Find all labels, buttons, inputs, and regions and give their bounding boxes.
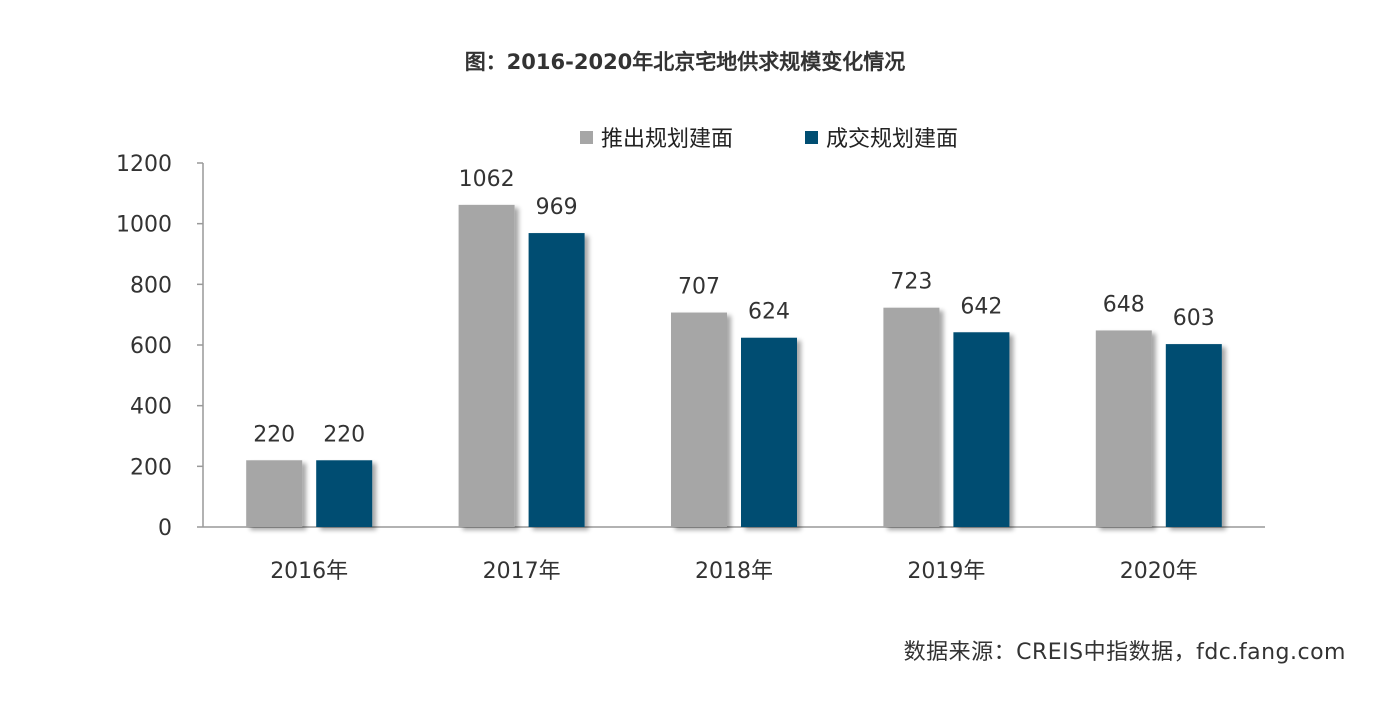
x-tick-label: 2018年: [695, 559, 773, 584]
data-label: 624: [748, 300, 790, 325]
x-tick-label: 2017年: [483, 559, 561, 584]
legend-label-series-2: 成交规划建面: [826, 127, 959, 152]
chart-title: 图：2016-2020年北京宅地供求规模变化情况: [464, 50, 906, 74]
bar-2-2018年: [741, 337, 797, 527]
x-tick-label: 2019年: [907, 559, 985, 584]
data-label: 969: [536, 195, 578, 220]
data-label: 603: [1173, 306, 1215, 331]
legend-item-series-2: 成交规划建面: [805, 121, 958, 153]
legend: 推出规划建面 成交规划建面: [580, 122, 1030, 152]
data-label: 220: [323, 422, 365, 447]
source-note: 数据来源：CREIS中指数据，fdc.fang.com: [903, 640, 1346, 665]
legend-label-series-1: 推出规划建面: [601, 127, 734, 152]
legend-swatch-series-1: [580, 130, 593, 144]
data-label: 723: [890, 270, 932, 295]
y-tick-label: 0: [158, 516, 172, 541]
y-tick-label: 600: [130, 334, 172, 359]
y-tick-label: 400: [130, 395, 172, 420]
legend-swatch-series-2: [805, 130, 819, 144]
y-tick-label: 1000: [116, 213, 172, 238]
bar-1-2019年: [883, 307, 940, 527]
bar-1-2016年: [246, 460, 303, 527]
data-label: 220: [253, 422, 295, 447]
y-tick-label: 200: [130, 455, 172, 480]
data-label: 648: [1103, 292, 1145, 317]
bar-1-2017年: [458, 204, 515, 528]
bar-1-2018年: [671, 312, 727, 527]
x-tick-label: 2020年: [1120, 559, 1198, 584]
data-label: 642: [960, 294, 1002, 319]
y-tick-label: 1200: [116, 152, 172, 177]
legend-item-series-1: 推出规划建面: [580, 121, 733, 153]
data-label: 1062: [459, 167, 515, 192]
y-tick-label: 800: [130, 273, 172, 298]
bar-1-2020年: [1095, 330, 1152, 527]
bar-2-2017年: [528, 233, 585, 527]
data-label: 707: [678, 275, 720, 300]
bar-2-2020年: [1165, 344, 1222, 527]
bar-2-2019年: [953, 332, 1010, 527]
x-tick-label: 2016年: [270, 559, 348, 584]
bar-2-2016年: [316, 460, 373, 527]
